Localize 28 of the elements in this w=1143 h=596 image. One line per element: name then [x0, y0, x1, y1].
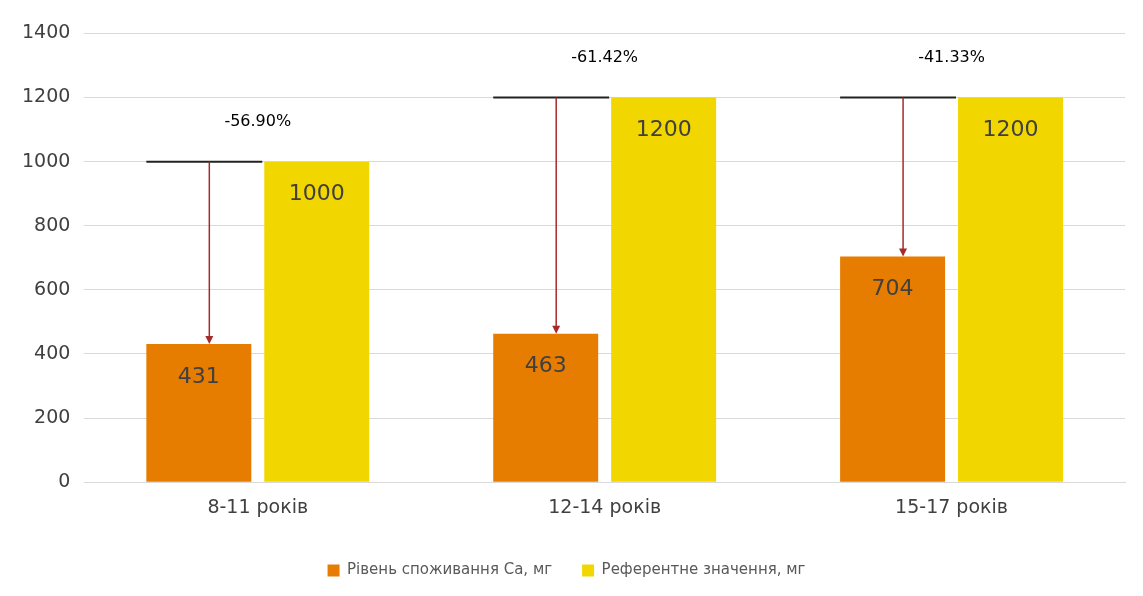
y-tick-label: 400 [34, 340, 71, 363]
annotation: -41.33% [918, 46, 985, 66]
x-tick-label: 15-17 років [895, 494, 1008, 517]
data-label: 1200 [635, 116, 692, 142]
bar [493, 333, 599, 482]
x-tick-label: 8-11 років [207, 494, 309, 517]
annotation: -56.90% [224, 110, 292, 130]
y-tick-label: 1400 [21, 20, 71, 43]
y-tick-label: 200 [34, 405, 71, 428]
data-label: 463 [524, 352, 567, 378]
bar [840, 256, 946, 482]
data-label: 1200 [982, 116, 1039, 142]
data-label: 1000 [288, 180, 345, 206]
bar [146, 344, 252, 482]
bar [958, 97, 1064, 482]
annotation: -61.42% [571, 46, 639, 66]
y-tick-label: 600 [34, 276, 71, 299]
x-tick-label: 12-14 років [548, 494, 662, 517]
y-tick-label: 800 [34, 212, 71, 235]
y-tick-label: 0 [58, 469, 71, 492]
y-tick-label: 1000 [21, 148, 71, 171]
legend-label: Рівень споживання Са, мг [347, 560, 553, 579]
bar [264, 161, 370, 482]
legend-label: Референтне значення, мг [601, 560, 806, 579]
data-label: 704 [871, 275, 914, 301]
bar [611, 97, 717, 482]
data-label: 431 [177, 362, 220, 388]
y-tick-label: 1200 [21, 84, 71, 107]
